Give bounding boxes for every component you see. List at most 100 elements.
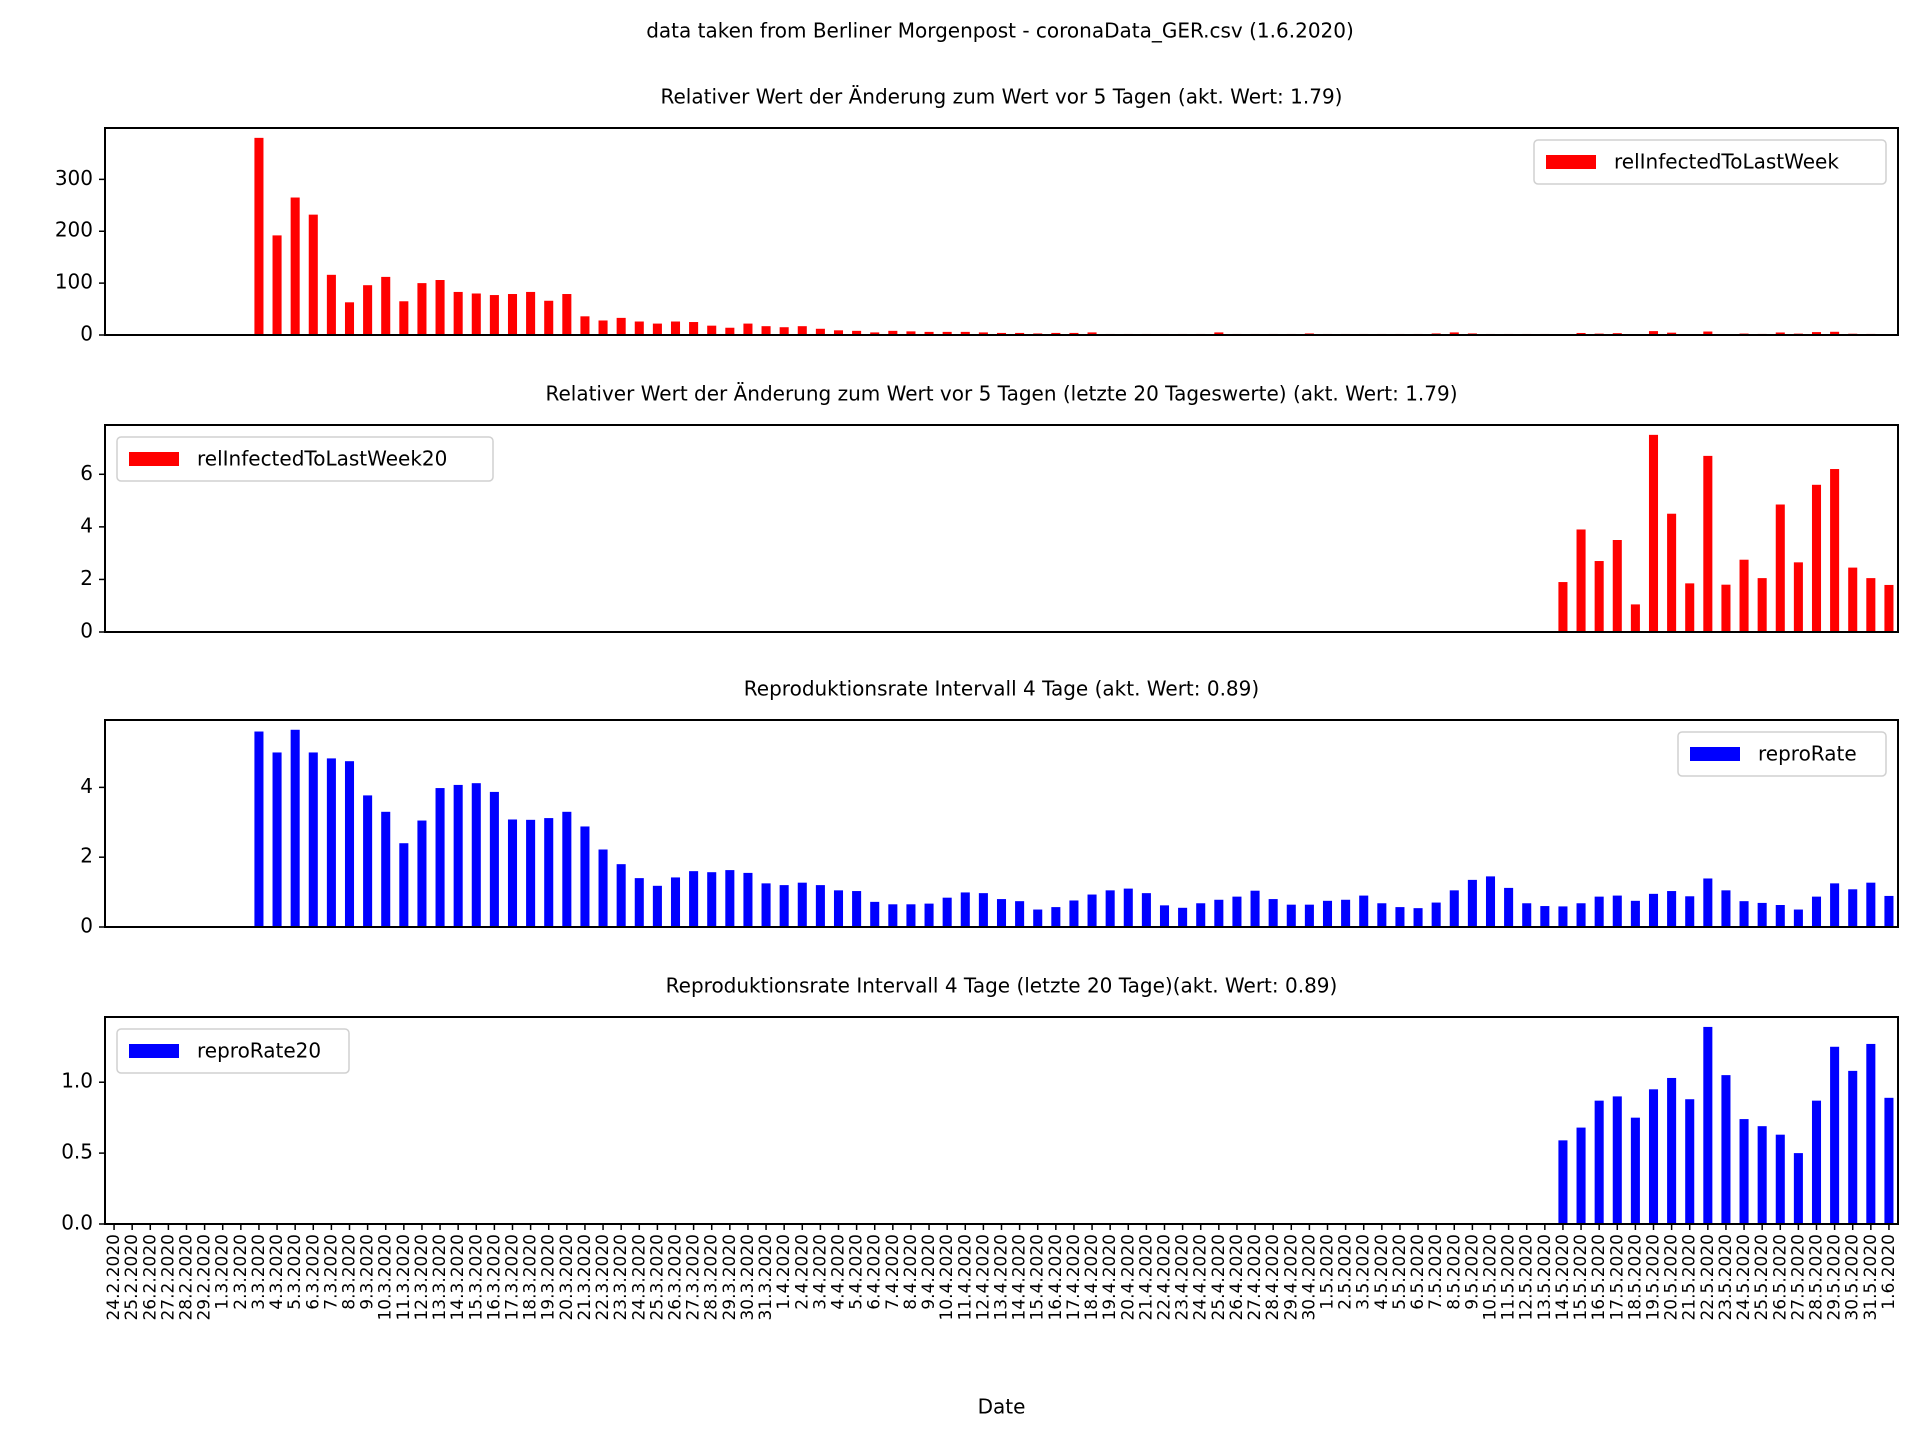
bar [471,293,481,335]
bar [399,843,409,927]
subplot-title: Reproduktionsrate Intervall 4 Tage (akt.… [744,677,1259,701]
bar [942,331,952,335]
x-tick-label: 23.3.2020 [611,1234,631,1321]
bar [1594,1100,1604,1224]
bar [1141,893,1151,927]
x-tick-label: 6.4.2020 [865,1234,885,1310]
bar [1322,900,1333,927]
bar [1721,1075,1731,1224]
x-tick-label: 13.4.2020 [992,1234,1012,1321]
x-tick-label: 4.3.2020 [267,1234,287,1310]
bar [779,885,789,927]
x-tick-label: 23.4.2020 [1173,1234,1193,1321]
bar [526,819,536,927]
bar [616,864,626,927]
bar [1304,904,1314,927]
x-tick-label: 2.5.2020 [1336,1234,1356,1310]
subplot-title: Reproduktionsrate Intervall 4 Tage (letz… [666,974,1338,998]
bar [1685,896,1695,927]
bar [689,322,699,335]
x-tick-label: 29.3.2020 [720,1234,740,1321]
bar [1775,905,1785,927]
bar [996,332,1007,335]
x-tick-label: 21.3.2020 [575,1234,595,1321]
x-tick-label: 7.5.2020 [1426,1234,1446,1310]
bar [978,893,988,927]
bar [1522,903,1532,927]
bar [507,819,518,927]
bar [598,849,608,927]
bar [1703,455,1713,632]
x-tick-label: 1.4.2020 [774,1234,794,1310]
bar [453,291,463,335]
x-tick-label: 8.5.2020 [1444,1234,1464,1310]
x-tick-label: 3.4.2020 [810,1234,830,1310]
bar [381,276,391,335]
x-tick-label: 5.3.2020 [285,1234,305,1310]
y-tick-label: 2 [80,566,93,590]
x-tick-label: 24.4.2020 [1191,1234,1211,1321]
x-tick-label: 24.2.2020 [104,1234,124,1321]
x-tick-label: 19.3.2020 [539,1234,559,1321]
bar [344,761,355,927]
bar [1884,895,1894,927]
x-tick-label: 1.3.2020 [213,1234,233,1310]
bar [254,731,264,927]
bar [1268,899,1278,927]
legend-swatch [1690,747,1740,761]
x-tick-label: 3.3.2020 [249,1234,269,1310]
bar [1612,895,1622,927]
bar [1069,332,1079,335]
bar [924,903,934,927]
x-tick-label: 25.5.2020 [1752,1234,1772,1321]
x-tick-label: 11.3.2020 [394,1234,414,1321]
bar [580,826,590,927]
y-tick-label: 2 [80,844,93,868]
bar [906,904,916,927]
bar [707,325,717,335]
bar [652,323,662,335]
bar [1087,332,1097,335]
x-tick-label: 17.5.2020 [1607,1234,1627,1321]
x-tick-label: 18.5.2020 [1625,1234,1645,1321]
bar [1775,332,1785,335]
bar [1703,878,1713,927]
bar [526,291,536,335]
bar [1196,903,1206,927]
bar [1667,332,1677,335]
legend-swatch [129,1044,179,1058]
x-tick-label: 22.5.2020 [1698,1234,1718,1321]
bar [1648,893,1659,927]
bar [1558,906,1568,927]
bar [725,327,735,335]
x-tick-label: 12.3.2020 [412,1234,432,1321]
bar [471,783,481,927]
x-tick-label: 31.3.2020 [756,1234,776,1321]
bar [417,283,427,335]
bar [1793,1153,1803,1224]
x-tick-label: 23.5.2020 [1716,1234,1736,1321]
bar [308,214,318,335]
bar [544,818,554,927]
x-tick-label: 21.5.2020 [1680,1234,1700,1321]
x-tick-label: 5.4.2020 [847,1234,867,1310]
bar [1485,876,1496,927]
bar [1087,894,1097,927]
x-tick-label: 8.3.2020 [340,1234,360,1310]
x-tick-label: 22.3.2020 [593,1234,613,1321]
x-tick-label: 26.3.2020 [666,1234,686,1321]
x-tick-label: 4.5.2020 [1372,1234,1392,1310]
bar [381,811,391,927]
axes-frame [104,1016,1899,1225]
bar [1848,1070,1858,1224]
y-tick-label: 0.0 [61,1211,93,1235]
x-tick-label: 31.5.2020 [1861,1234,1881,1321]
legend-box [1677,731,1887,777]
x-tick-label: 19.5.2020 [1644,1234,1664,1321]
bar [707,872,717,927]
bar [598,320,608,335]
bar [670,321,681,335]
y-tick-label: 300 [55,166,93,190]
axes-frame [104,424,1899,633]
bar [1793,909,1803,927]
